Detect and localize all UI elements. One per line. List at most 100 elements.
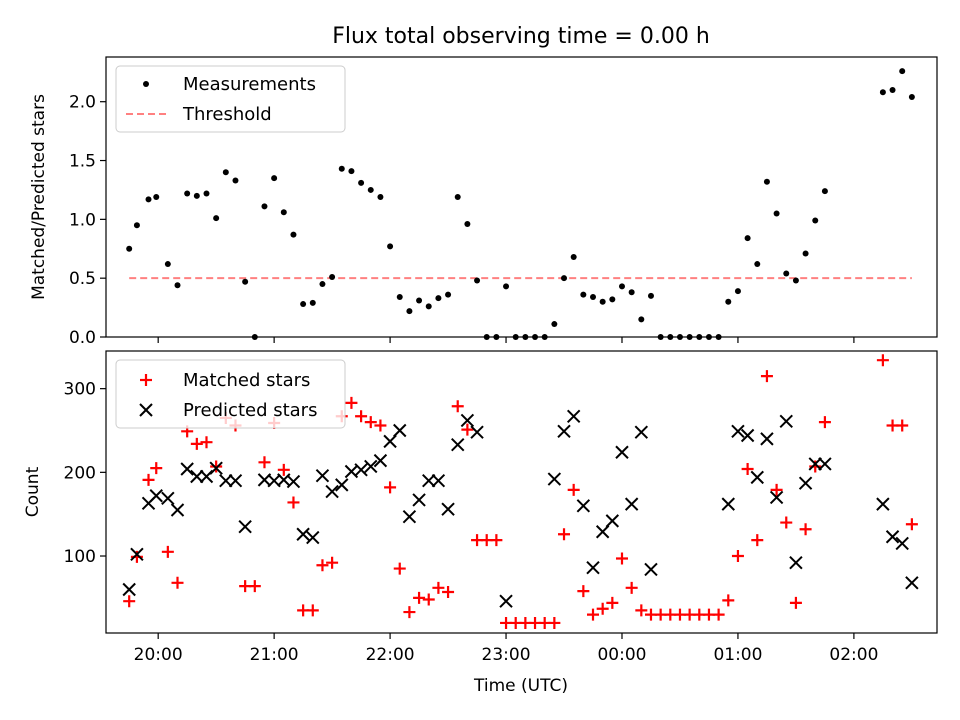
predicted-star-point	[325, 484, 339, 499]
matched-star-point	[905, 518, 918, 531]
count-legend-box	[115, 359, 346, 429]
measurement-point	[628, 289, 635, 296]
measurement-point	[590, 294, 597, 300]
matched-star-point	[150, 462, 163, 475]
measurement-point	[261, 203, 268, 210]
matched-star-point	[896, 419, 909, 432]
measurement-point	[638, 316, 645, 323]
ratio-plot-frame	[105, 56, 938, 338]
predicted-star-point	[412, 493, 426, 507]
matched-star-point	[625, 581, 638, 594]
measurement-point	[367, 186, 374, 193]
predicted-star-point	[238, 520, 252, 534]
measurement-point	[889, 86, 896, 93]
predicted-star-point	[315, 468, 330, 483]
predicted-star-point	[219, 473, 233, 488]
count-y-tick-label: 100	[64, 547, 96, 567]
matched-star-point	[355, 410, 368, 423]
matched-star-point	[258, 456, 271, 469]
predicted-star-point	[354, 463, 368, 477]
count-x-tick-label: 01:00	[713, 645, 762, 665]
measurement-point	[280, 209, 287, 216]
matched-star-point	[789, 596, 802, 609]
measurement-point	[445, 291, 452, 298]
predicted-star-point	[149, 489, 163, 503]
predicted-star-point	[798, 476, 813, 490]
predicted-star-point	[422, 473, 436, 488]
predicted-star-point	[364, 459, 378, 474]
measurement-point	[821, 188, 828, 195]
measurement-point	[126, 245, 133, 252]
predicted-star-point	[161, 491, 175, 505]
measurement-point	[773, 210, 780, 217]
matched-star-point	[770, 483, 783, 496]
predicted-star-point	[818, 457, 832, 471]
matched-star-point	[731, 550, 744, 563]
measurement-point	[242, 278, 249, 285]
ratio-y-tick-label: 1.5	[69, 152, 96, 172]
matched-star-point	[393, 562, 406, 575]
legend-measurements-marker	[143, 81, 149, 87]
count-plot-frame	[105, 350, 938, 634]
measurement-point	[908, 94, 915, 100]
predicted-star-point	[499, 594, 513, 608]
measurement-point	[618, 283, 625, 290]
measurement-point	[802, 250, 809, 257]
measurement-point	[416, 297, 423, 304]
predicted-star-point	[335, 478, 349, 492]
measurement-point	[309, 299, 316, 306]
predicted-star-point	[721, 497, 735, 511]
matched-star-point	[190, 437, 203, 450]
matched-star-point	[548, 616, 561, 629]
predicted-star-point	[209, 461, 223, 475]
measurement-point	[734, 288, 741, 295]
matched-star-point	[422, 593, 435, 606]
measurement-point	[454, 194, 461, 200]
predicted-star-point	[634, 425, 649, 439]
measurement-point	[358, 179, 365, 186]
matched-star-point	[374, 419, 387, 432]
matched-star-point	[490, 534, 503, 547]
predicted-star-point	[876, 497, 890, 511]
ratio-y-axis-label: Matched/Predicted stars	[29, 94, 49, 300]
measurement-point	[338, 165, 345, 172]
measurement-point	[396, 294, 403, 300]
predicted-star-point	[180, 462, 194, 476]
count-x-tick-label: 02:00	[829, 645, 878, 665]
predicted-star-point	[750, 470, 764, 485]
measurement-point	[570, 254, 577, 260]
predicted-star-point	[393, 423, 407, 438]
matched-star-point	[451, 400, 464, 413]
matched-star-point	[567, 483, 580, 496]
matched-star-point	[277, 463, 290, 476]
measurement-point	[153, 194, 160, 200]
count-x-tick-label: 21:00	[250, 645, 299, 665]
matched-star-point	[780, 516, 793, 529]
count-y-tick-label: 300	[64, 380, 96, 400]
measurement-point	[174, 282, 181, 289]
predicted-star-point	[769, 490, 784, 505]
measurement-point	[503, 283, 510, 290]
predicted-star-point	[190, 469, 204, 484]
count-x-tick-label: 22:00	[366, 645, 415, 665]
predicted-star-point	[566, 409, 581, 423]
matched-star-point	[248, 580, 261, 593]
matched-star-point	[123, 595, 136, 608]
measurement-point	[609, 296, 616, 303]
count-x-axis-label: Time (UTC)	[473, 676, 568, 696]
matched-star-point	[345, 396, 358, 409]
matched-star-point	[876, 354, 889, 367]
predicted-star-point	[441, 502, 455, 516]
matched-star-point	[818, 416, 831, 429]
measurement-point	[783, 270, 790, 277]
measurement-point	[290, 231, 297, 238]
predicted-star-point	[130, 547, 144, 562]
predicted-star-point	[383, 434, 397, 449]
predicted-star-point	[557, 424, 571, 439]
count-y-tick-label: 200	[64, 463, 96, 483]
predicted-star-point	[451, 438, 465, 452]
measurement-point	[145, 196, 152, 203]
ratio-legend: Measurements Threshold	[115, 65, 346, 133]
matched-star-point	[210, 460, 223, 473]
matched-star-point	[171, 576, 184, 589]
